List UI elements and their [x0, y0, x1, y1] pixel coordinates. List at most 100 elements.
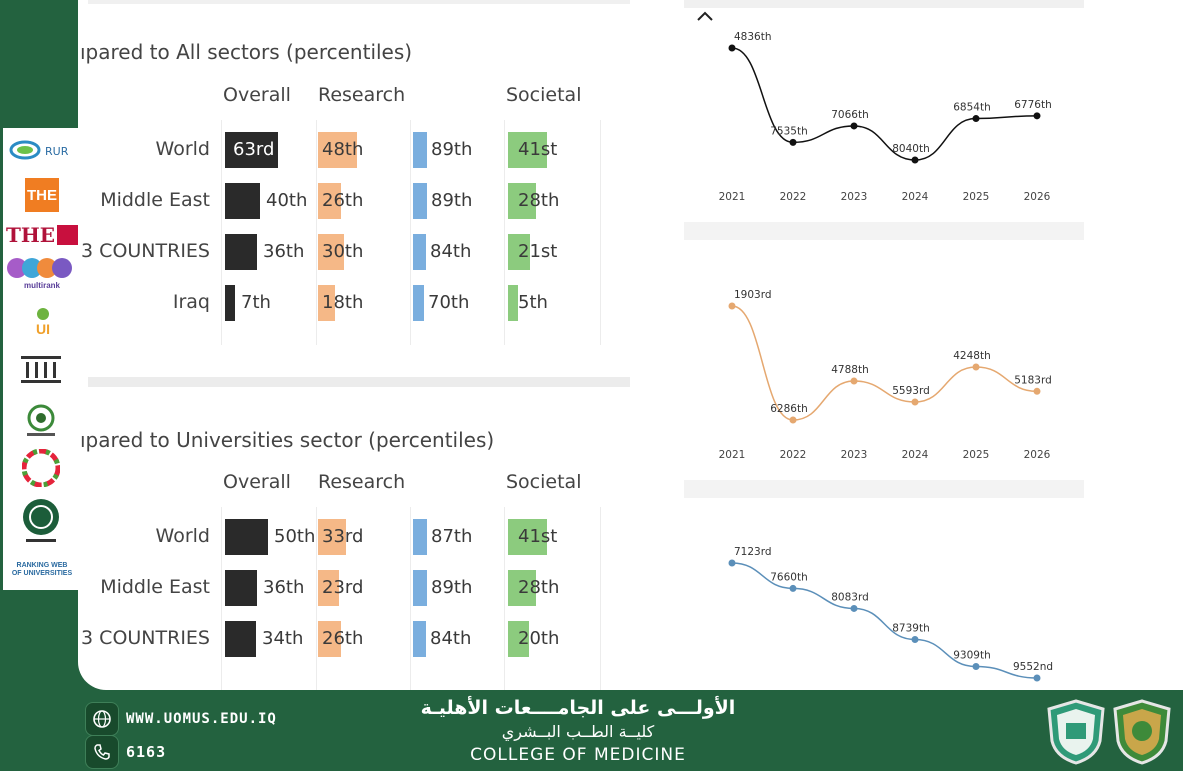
data-point: [728, 559, 736, 567]
column-header: Research: [318, 84, 406, 106]
research-bar: [318, 132, 357, 168]
chevron-up-icon[interactable]: [689, 4, 721, 30]
sdg-logo: [21, 448, 61, 488]
societal-bar: [508, 621, 529, 657]
section-divider: [88, 377, 630, 387]
column-header: Societal: [506, 471, 582, 493]
webometrics-logo: RANKING WEB OF UNIVERSITIES: [11, 562, 73, 577]
data-label: 6286th: [770, 403, 808, 415]
research-value: 23rd: [322, 577, 364, 598]
overall-value: 36th: [263, 241, 305, 262]
data-label: 6776th: [1014, 99, 1052, 111]
x-tick-label: 2021: [719, 449, 746, 461]
overall-bar: [225, 234, 257, 270]
data-label: 8739th: [892, 623, 930, 635]
data-point: [789, 138, 797, 146]
data-point: [850, 377, 858, 385]
overall-bar: [225, 570, 257, 606]
data-point: [728, 302, 736, 310]
data-point: [850, 604, 858, 612]
globe-icon: [85, 702, 119, 736]
overall-bar: [225, 519, 268, 555]
data-point: [850, 122, 858, 130]
societal-bar: [508, 234, 530, 270]
grid-line: [410, 507, 411, 690]
societal-bar: [508, 519, 547, 555]
row-label: Middle East: [100, 576, 210, 598]
grid-line: [316, 120, 317, 345]
mid-value: 89th: [431, 577, 473, 598]
grid-line: [600, 507, 601, 690]
data-point: [789, 584, 797, 592]
website-link[interactable]: WWW.UOMUS.EDU.IQ: [126, 711, 277, 727]
x-tick-label: 2025: [963, 449, 990, 461]
grid-line: [504, 507, 505, 690]
grid-line: [316, 507, 317, 690]
overall-bar: [225, 285, 235, 321]
societal-value: 28th: [518, 577, 560, 598]
overall-value: 50th: [274, 526, 316, 547]
data-label: 9552nd: [1013, 661, 1053, 673]
overall-value: 63rd: [233, 139, 275, 160]
research-bar: [318, 234, 344, 270]
section-title: ıpared to Universities sector (percentil…: [80, 428, 495, 452]
mid-bar: [413, 183, 427, 219]
mid-value: 70th: [428, 292, 470, 313]
x-tick-label: 2024: [902, 449, 929, 461]
row-label: World: [155, 525, 210, 547]
data-label: 7123rd: [734, 546, 772, 558]
column-header: Overall: [223, 84, 291, 106]
row-label: Iraq: [172, 291, 210, 313]
phone-icon: [85, 735, 119, 769]
arab-engineers-logo: [19, 496, 63, 546]
data-label: 1903rd: [734, 289, 772, 301]
societal-value: 20th: [518, 628, 560, 649]
x-tick-label: 2024: [902, 191, 929, 203]
arabic-title: الأولـــى على الجامــــعات الأهليـة: [420, 697, 736, 719]
data-label: 7660th: [770, 571, 808, 583]
data-label: 8040th: [892, 143, 930, 155]
data-point: [972, 115, 980, 123]
mid-value: 87th: [431, 526, 473, 547]
university-emblem: [1112, 699, 1172, 765]
data-label: 9309th: [953, 649, 991, 661]
grid-line: [600, 120, 601, 345]
data-label: 7066th: [831, 109, 869, 121]
phone-number[interactable]: 6163: [126, 743, 167, 761]
research-bar: [318, 519, 346, 555]
mid-bar: [413, 570, 427, 606]
overall-bar: [225, 621, 256, 657]
data-point: [728, 44, 736, 52]
data-point: [972, 662, 980, 670]
institution-logo: [13, 352, 69, 386]
x-tick-label: 2022: [780, 191, 807, 203]
grid-line: [504, 120, 505, 345]
mid-bar: [413, 519, 427, 555]
x-tick-label: 2026: [1024, 449, 1051, 461]
chart-divider: [684, 0, 1084, 8]
content-card: ıpared to All sectors (percentiles) Overa…: [78, 0, 1183, 690]
mid-value: 89th: [431, 139, 473, 160]
data-point: [911, 398, 919, 406]
data-label: 4836th: [734, 31, 772, 43]
row-label: World: [155, 138, 210, 160]
ranking-logos: RUR THE THE multirank UI RANKING WEB OF …: [3, 128, 79, 590]
greenmetric-logo: UI: [15, 300, 71, 344]
the-impact-logo: THE: [6, 222, 78, 248]
college-emblem: [1046, 699, 1106, 765]
column-header: Overall: [223, 471, 291, 493]
the-logo: THE: [25, 178, 59, 212]
research-bar: [318, 570, 339, 606]
overall-value: 40th: [266, 190, 308, 211]
societal-bar: [508, 132, 547, 168]
row-label: 3 COUNTRIES: [81, 240, 210, 262]
column-header: Research: [318, 471, 406, 493]
societal-bar: [508, 183, 536, 219]
data-point: [972, 363, 980, 371]
x-tick-label: 2026: [1024, 191, 1051, 203]
x-tick-label: 2023: [841, 449, 868, 461]
x-tick-label: 2023: [841, 191, 868, 203]
grid-line: [410, 120, 411, 345]
overall-value: 34th: [262, 628, 304, 649]
overall-bar: [225, 132, 278, 168]
